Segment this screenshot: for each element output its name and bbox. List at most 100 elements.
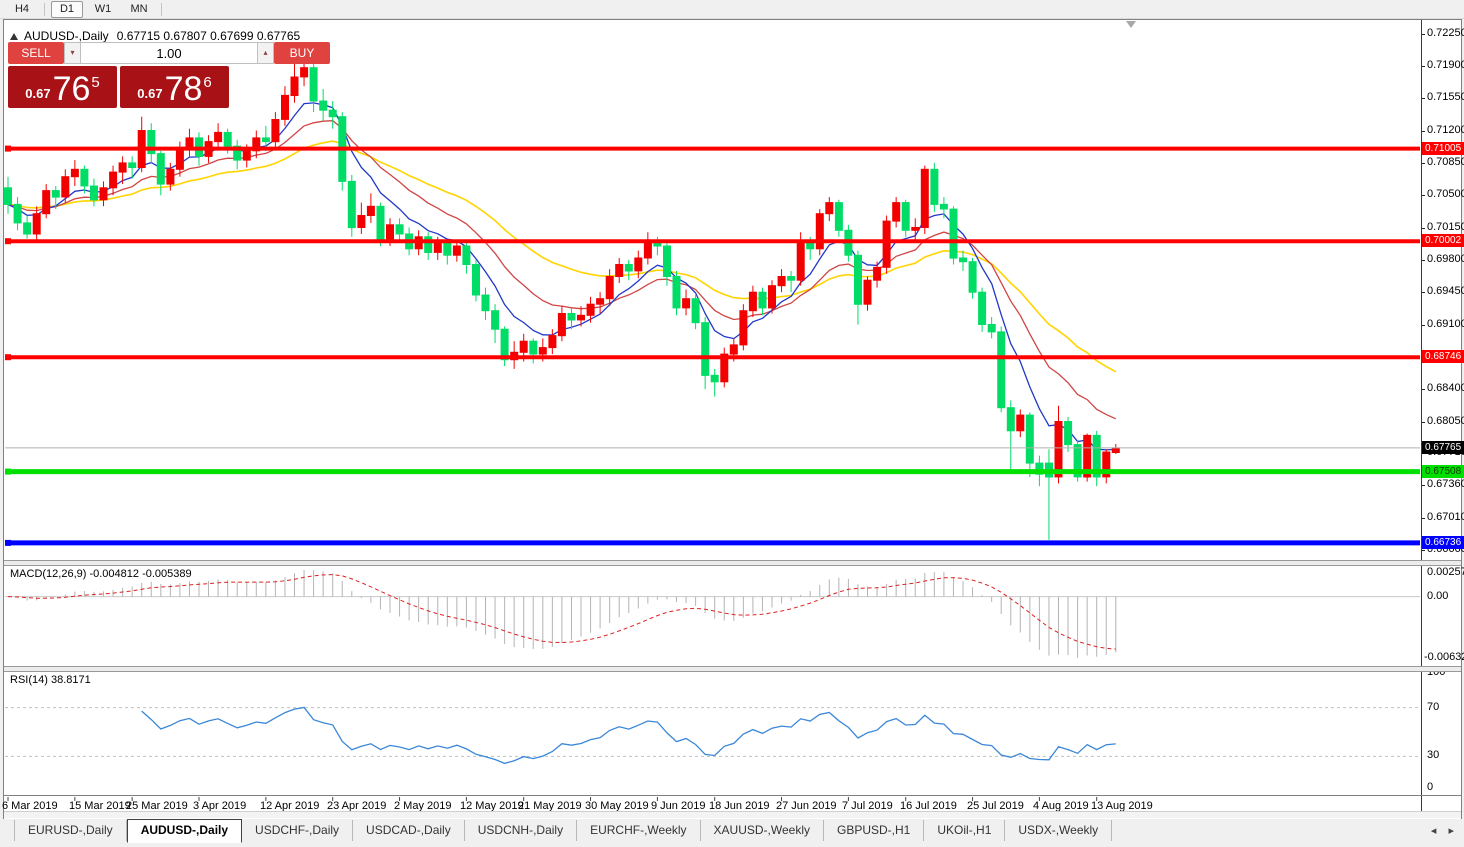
timeframe-button-h4[interactable]: H4 — [14, 2, 30, 15]
date-tick-label: 18 Jun 2019 — [709, 800, 770, 812]
macd-indicator-label: MACD(12,26,9) -0.004812 -0.005389 — [10, 568, 192, 580]
sell-button[interactable]: SELL — [8, 42, 64, 64]
timeframe-button-d1[interactable]: D1 — [51, 0, 83, 18]
date-tick-label: 4 Aug 2019 — [1033, 800, 1089, 812]
buy-price-sup: 6 — [203, 74, 212, 91]
chart-tab-usdcnh-daily[interactable]: USDCNH-,Daily — [465, 820, 578, 841]
date-tick-label: 12 Apr 2019 — [260, 800, 320, 812]
price-axis-tick-mark — [1421, 485, 1425, 486]
price-tick-label: 0.69450 — [1427, 285, 1464, 297]
date-tick-label: 30 May 2019 — [585, 800, 649, 812]
macd-axis-min-label: -0.006326 — [1424, 651, 1464, 663]
chart-tab-xauusd-weekly[interactable]: XAUUSD-,Weekly — [701, 820, 824, 841]
timeframe-button-w1[interactable]: W1 — [94, 2, 112, 15]
price-tick-label: 0.67010 — [1427, 511, 1464, 523]
price-axis-tick-mark — [1421, 98, 1425, 99]
price-axis-tick-mark — [1421, 550, 1425, 551]
toolbar-separator — [44, 2, 45, 16]
price-axis-tick-mark — [1421, 163, 1425, 164]
timeframe-button-mn[interactable]: MN — [130, 2, 148, 15]
rsi-pane-divider[interactable] — [4, 666, 1461, 672]
date-tick-label: 16 Jul 2019 — [900, 800, 957, 812]
symbol-up-triangle-icon — [10, 32, 18, 40]
chart-tab-eurusd-daily[interactable]: EURUSD-,Daily — [14, 820, 127, 841]
price-tick-label: 0.68050 — [1427, 415, 1464, 427]
tab-scroll-arrows: ◂ ▸ — [1422, 824, 1454, 837]
price-tick-label: 0.71200 — [1427, 124, 1464, 136]
sell-price-big: 76 — [52, 70, 91, 108]
price-tick-label: 0.70150 — [1427, 221, 1464, 233]
rsi-axis-label: 30 — [1427, 749, 1440, 762]
date-tick-label: 15 Mar 2019 — [69, 800, 131, 812]
hline-price-chip: 0.67508 — [1422, 465, 1464, 478]
one-click-trade-panel: SELL ▾ ▴ BUY 0.67 76 5 0.67 78 6 — [8, 42, 330, 108]
rsi-axis-label: 0 — [1427, 781, 1434, 793]
buy-price-big: 78 — [164, 70, 203, 108]
price-tick-label: 0.68400 — [1427, 382, 1464, 394]
date-tick-label: 9 Jun 2019 — [651, 800, 706, 812]
hline-price-chip: 0.71005 — [1422, 142, 1464, 155]
price-tick-label: 0.72250 — [1427, 27, 1464, 39]
price-tick-label: 0.71550 — [1427, 91, 1464, 103]
chart-title: AUDUSD-,Daily 0.67715 0.67807 0.67699 0.… — [10, 29, 300, 43]
price-axis-tick-mark — [1421, 292, 1425, 293]
date-tick-label: 6 Mar 2019 — [2, 800, 58, 812]
hline-price-chip: 0.66736 — [1422, 536, 1464, 549]
toolbar-separator — [161, 2, 162, 16]
date-axis-strip — [4, 811, 1461, 818]
date-tick-label: 21 May 2019 — [518, 800, 582, 812]
rsi-indicator-label: RSI(14) 38.8171 — [10, 674, 91, 686]
hline-price-chip: 0.68746 — [1422, 350, 1464, 363]
date-tick-label: 23 Apr 2019 — [327, 800, 387, 812]
price-axis-tick-mark — [1421, 422, 1425, 423]
date-tick-label: 25 Jul 2019 — [967, 800, 1024, 812]
volume-decrease-button[interactable]: ▾ — [64, 42, 81, 64]
buy-price-box[interactable]: 0.67 78 6 — [120, 66, 229, 108]
price-axis-tick-mark — [1421, 228, 1425, 229]
chart-tab-eurchf-weekly[interactable]: EURCHF-,Weekly — [577, 820, 701, 841]
date-tick-label: 13 Aug 2019 — [1091, 800, 1153, 812]
price-axis-tick-mark — [1421, 518, 1425, 519]
chart-tab-gbpusd-h1[interactable]: GBPUSD-,H1 — [824, 820, 925, 841]
price-axis-tick-mark — [1421, 195, 1425, 196]
date-tick-label: 25 Mar 2019 — [126, 800, 188, 812]
buy-price-prefix: 0.67 — [137, 86, 163, 101]
price-axis-border — [1421, 20, 1422, 818]
macd-pane-divider[interactable] — [4, 560, 1461, 566]
tab-scroll-left-icon[interactable]: ◂ — [1430, 825, 1437, 837]
date-tick-label: 27 Jun 2019 — [776, 800, 837, 812]
chart-tab-usdx-weekly[interactable]: USDX-,Weekly — [1005, 820, 1113, 841]
macd-axis-zero-label: 0.00 — [1427, 589, 1449, 602]
buy-button[interactable]: BUY — [274, 42, 330, 64]
price-tick-label: 0.69800 — [1427, 253, 1464, 265]
price-axis-tick-mark — [1421, 389, 1425, 390]
chart-tab-usdcad-daily[interactable]: USDCAD-,Daily — [353, 820, 465, 841]
sell-price-prefix: 0.67 — [25, 86, 51, 101]
price-tick-label: 0.67360 — [1427, 478, 1464, 490]
volume-increase-button[interactable]: ▴ — [257, 42, 274, 64]
chart-tab-usdchf-daily[interactable]: USDCHF-,Daily — [242, 820, 354, 841]
chart-tab-audusd-daily[interactable]: AUDUSD-,Daily — [126, 819, 243, 843]
date-tick-label: 7 Jul 2019 — [842, 800, 893, 812]
volume-input[interactable] — [81, 42, 257, 64]
symbol-name: AUDUSD-,Daily — [24, 29, 109, 43]
price-axis-tick-mark — [1421, 34, 1425, 35]
rsi-axis-label: 70 — [1427, 700, 1440, 713]
chart-tab-bar: EURUSD-,Daily AUDUSD-,Daily USDCHF-,Daily U… — [0, 819, 1464, 847]
ohlc-values: 0.67715 0.67807 0.67699 0.67765 — [116, 29, 301, 43]
price-axis-tick-mark — [1421, 66, 1425, 67]
macd-axis-max-label: 0.002574 — [1427, 566, 1464, 578]
chart-shift-marker-icon[interactable] — [1126, 21, 1136, 28]
tab-scroll-right-icon[interactable]: ▸ — [1448, 825, 1454, 837]
date-tick-label: 3 Apr 2019 — [193, 800, 247, 812]
sell-price-box[interactable]: 0.67 76 5 — [8, 66, 117, 108]
date-tick-label: 2 May 2019 — [394, 800, 452, 812]
current-price-chip: 0.67765 — [1422, 441, 1464, 454]
timeframe-toolbar: H4 D1 W1 MN — [0, 0, 1464, 19]
chart-tab-ukoil-h1[interactable]: UKOil-,H1 — [924, 820, 1006, 841]
price-tick-label: 0.70850 — [1427, 156, 1464, 168]
price-axis-tick-mark — [1421, 131, 1425, 132]
price-tick-label: 0.69100 — [1427, 318, 1464, 330]
sell-price-sup: 5 — [91, 74, 100, 91]
